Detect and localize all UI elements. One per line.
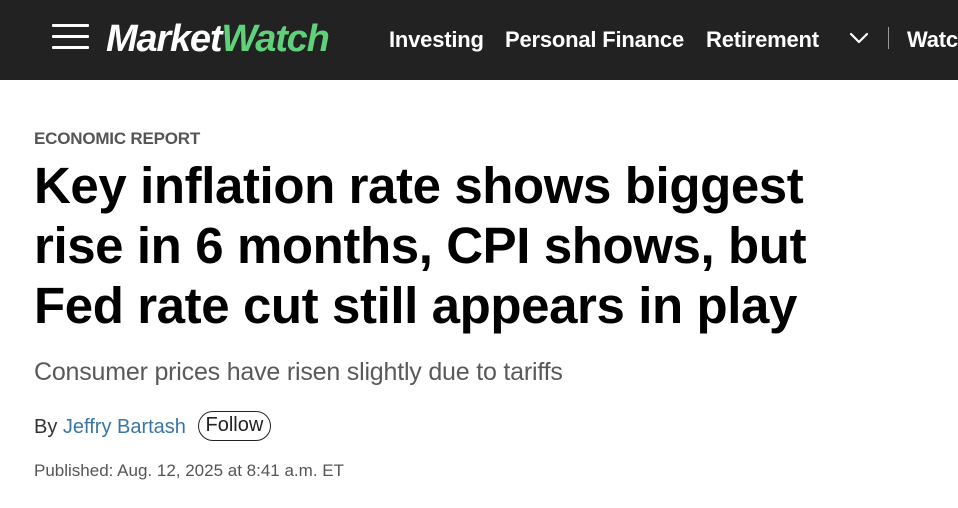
hamburger-menu-icon[interactable] [52, 24, 89, 50]
nav-item-watchlist-partial[interactable]: Watc [907, 27, 958, 52]
article-subheadline: Consumer prices have risen slightly due … [34, 358, 563, 386]
headline-line: Fed rate cut still appears in play [34, 277, 797, 334]
top-navigation-bar: MarketWatch Investing Personal Finance R… [0, 0, 958, 80]
article-headline: Key inflation rate shows biggest rise in… [34, 156, 924, 336]
chevron-down-icon[interactable] [849, 28, 869, 48]
follow-button[interactable]: Follow [197, 410, 272, 441]
article-kicker[interactable]: ECONOMIC REPORT [34, 129, 201, 148]
author-link[interactable]: Jeffry Bartash [62, 416, 186, 438]
nav-item-retirement[interactable]: Retirement [706, 27, 819, 52]
logo-watch-text: Watch [221, 18, 330, 60]
published-timestamp: Published: Aug. 12, 2025 at 8:41 a.m. ET [34, 461, 344, 480]
logo-market-text: Market [106, 18, 223, 60]
nav-item-investing[interactable]: Investing [389, 27, 484, 52]
nav-item-personal-finance[interactable]: Personal Finance [505, 27, 684, 52]
nav-divider [888, 27, 889, 49]
headline-line: rise in 6 months, CPI shows, but [34, 217, 807, 274]
marketwatch-logo[interactable]: MarketWatch [106, 14, 330, 64]
byline: By Jeffry Bartash Follow [34, 410, 272, 443]
byline-prefix: By [34, 416, 58, 438]
headline-line: Key inflation rate shows biggest [34, 157, 804, 214]
